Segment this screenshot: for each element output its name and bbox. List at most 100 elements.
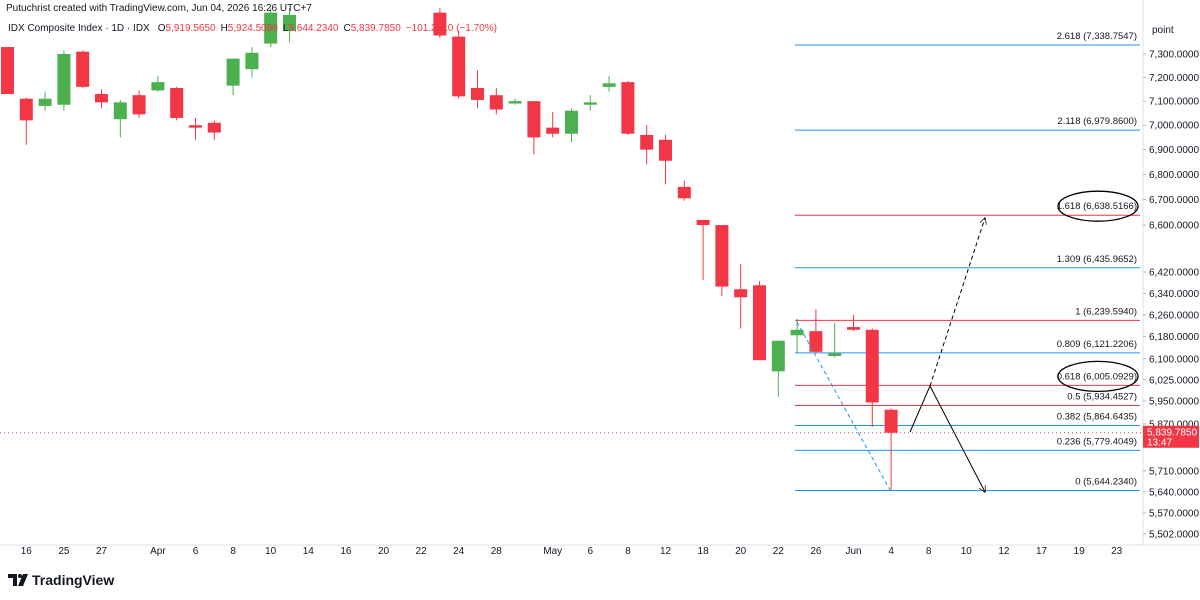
fib-label: 0.809 (6,121.2206) <box>1057 339 1137 350</box>
x-tick-label: 6 <box>193 546 199 557</box>
candle-body <box>245 52 259 70</box>
fib-label: 2.118 (6,979.8600) <box>1057 116 1137 127</box>
fib-label: 1.618 (6,638.5166) <box>1057 201 1137 212</box>
y-tick-label: 5,710.0000 <box>1149 466 1199 477</box>
x-tick-label: 22 <box>773 546 785 557</box>
unit-box <box>1146 20 1196 40</box>
y-tick-label: 6,800.0000 <box>1149 170 1199 181</box>
fib-label: 0.236 (5,779.4049) <box>1057 436 1137 447</box>
candle-body <box>19 98 33 121</box>
x-tick-label: 16 <box>21 546 33 557</box>
y-tick-label: 6,025.0000 <box>1149 375 1199 386</box>
x-tick-label: 12 <box>998 546 1010 557</box>
y-tick-label: 5,502.0000 <box>1149 529 1199 540</box>
y-tick-label: 6,260.0000 <box>1149 310 1199 321</box>
candle-body <box>734 289 748 298</box>
y-tick-label: 5,640.0000 <box>1149 487 1199 498</box>
candle-body <box>696 219 710 226</box>
x-tick-label: 10 <box>265 546 277 557</box>
candle-body <box>264 12 278 44</box>
candle-body <box>753 285 766 361</box>
fib-label: 0 (5,644.2340) <box>1075 477 1137 488</box>
y-tick-label: 5,870.0000 <box>1149 419 1199 430</box>
legend-value: 5,839.7850 <box>351 23 401 34</box>
last-price-label: 5,839.7850 <box>1147 428 1197 439</box>
y-tick-label: 7,300.0000 <box>1149 49 1199 60</box>
x-tick-label: 4 <box>888 546 894 557</box>
candle-body <box>621 82 635 134</box>
x-tick-label: 6 <box>588 546 594 557</box>
x-tick-label: 27 <box>96 546 108 557</box>
candle-body <box>471 88 484 100</box>
y-tick-label: 6,180.0000 <box>1149 332 1199 343</box>
candle-body <box>640 134 654 150</box>
plot-area: 2.618 (7,338.7547) 2.118 (6,979.8600) 1.61… <box>0 8 1143 492</box>
candle-body <box>433 12 447 36</box>
candle-body <box>602 83 616 87</box>
candle-body <box>715 225 729 287</box>
x-tick-label: 18 <box>698 546 710 557</box>
fib-label: 0.382 (5,864.6435) <box>1057 412 1137 423</box>
y-tick-label: 6,420.0000 <box>1149 267 1199 278</box>
x-tick-label: 28 <box>491 546 503 557</box>
candle-body <box>207 122 221 133</box>
legend-change: −101.2810 (−1.70%) <box>406 23 497 34</box>
candle-body <box>527 101 541 138</box>
y-tick-label: 7,200.0000 <box>1149 73 1199 84</box>
legend-prefix: L <box>283 23 289 34</box>
x-tick-label: 17 <box>1036 546 1048 557</box>
y-tick-label: 7,000.0000 <box>1149 121 1199 132</box>
candle-body <box>565 110 578 134</box>
candle-body <box>489 95 503 110</box>
x-tick-label: 23 <box>1111 546 1123 557</box>
x-tick-label: 26 <box>810 546 822 557</box>
x-tick-label: Jun <box>845 546 861 557</box>
candle-body <box>1 47 14 94</box>
candle-body <box>113 102 127 120</box>
x-tick-label: 10 <box>961 546 973 557</box>
candle-body <box>95 93 108 103</box>
candle-body <box>38 98 52 106</box>
y-tick-label: 6,600.0000 <box>1149 221 1199 232</box>
y-tick-label: 5,570.0000 <box>1149 509 1199 520</box>
candle-body <box>546 127 560 134</box>
legend: IDX Composite Index · 1D · IDX O5,919.565… <box>8 23 497 34</box>
countdown-label: 13:47 <box>1147 438 1172 449</box>
candle-body <box>226 58 240 86</box>
x-tick-label: 12 <box>660 546 672 557</box>
legend-prefix: C <box>343 23 350 34</box>
candle-body <box>659 139 672 161</box>
candle-body <box>847 327 860 330</box>
candle-body <box>283 14 296 31</box>
x-tick-label: 8 <box>625 546 631 557</box>
x-tick-label: May <box>543 546 562 557</box>
x-tick-label: 24 <box>453 546 465 557</box>
candle-body <box>771 340 785 372</box>
candle-body <box>790 329 804 336</box>
axis-unit: point <box>1152 25 1174 36</box>
legend-value: 5,924.5080 <box>228 23 278 34</box>
y-tick-label: 7,100.0000 <box>1149 97 1199 108</box>
annotations <box>796 218 985 492</box>
fib-highlight <box>1057 190 1139 222</box>
legend-prefix: H <box>221 23 228 34</box>
fib-label: 1 (6,239.5940) <box>1075 306 1137 317</box>
projection-arrow-dashed <box>929 218 985 387</box>
candle-body <box>151 82 165 91</box>
brand-logo <box>8 574 28 586</box>
legend-title: IDX Composite Index · 1D · IDX <box>8 23 150 34</box>
x-tick-label: 25 <box>58 546 70 557</box>
candle-body <box>865 329 879 403</box>
candle-body <box>132 95 146 115</box>
brand: TradingView <box>32 572 114 588</box>
candle-body <box>170 88 184 118</box>
x-tick-label: 22 <box>416 546 428 557</box>
last-price-box <box>1143 425 1199 448</box>
x-tick-label: 8 <box>926 546 932 557</box>
candle-body <box>677 186 691 199</box>
attribution: Putuchrist created with TradingView.com,… <box>6 3 312 14</box>
x-tick-label: 19 <box>1074 546 1086 557</box>
fib-label: 0.5 (5,934.4527) <box>1067 391 1137 402</box>
